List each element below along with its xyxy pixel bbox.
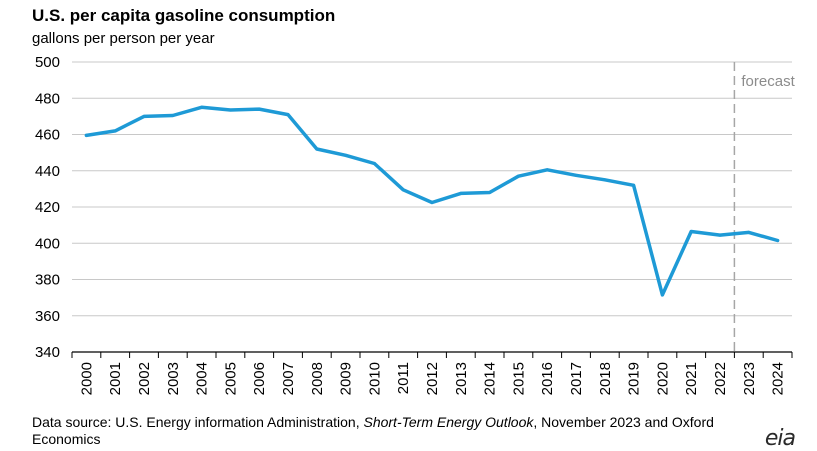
data-point	[632, 183, 636, 187]
y-tick-label: 360	[35, 308, 60, 325]
x-tick-label: 2014	[482, 362, 499, 395]
data-point	[430, 200, 434, 204]
data-point	[718, 233, 722, 237]
data-point	[574, 173, 578, 177]
x-tick-label: 2005	[222, 362, 239, 395]
x-tick-label: 2000	[78, 362, 95, 395]
data-point	[401, 188, 405, 192]
x-tick-label: 2006	[251, 362, 268, 395]
eia-logo: eia	[764, 426, 796, 451]
chart-subtitle: gallons per person per year	[32, 30, 215, 47]
chart-title: U.S. per capita gasoline consumption	[32, 6, 336, 25]
data-point	[689, 229, 693, 233]
data-source-note: Data source: U.S. Energy information Adm…	[32, 414, 752, 448]
x-tick-label: 2022	[712, 362, 729, 395]
y-tick-label: 480	[35, 90, 60, 107]
source-prefix: Data source: U.S. Energy information Adm…	[32, 414, 364, 430]
x-tick-label: 2010	[366, 362, 383, 395]
x-tick-label: 2001	[107, 362, 124, 395]
data-point	[142, 114, 146, 118]
data-point	[747, 230, 751, 234]
x-tick-label: 2021	[683, 362, 700, 395]
data-point	[488, 191, 492, 194]
data-point	[113, 129, 117, 133]
x-tick-label: 2024	[770, 362, 787, 395]
data-point	[286, 113, 290, 117]
data-point	[257, 107, 261, 111]
x-tick-label: 2011	[395, 362, 412, 394]
x-tick-label: 2007	[280, 362, 297, 395]
y-tick-label: 420	[35, 199, 60, 216]
data-point	[603, 178, 607, 182]
x-tick-label: 2018	[597, 362, 614, 395]
data-point	[344, 153, 348, 157]
x-tick-label: 2017	[568, 362, 585, 395]
y-tick-label: 400	[35, 235, 60, 252]
y-tick-label: 340	[35, 344, 60, 361]
y-tick-label: 380	[35, 272, 60, 289]
source-publication: Short-Term Energy Outlook	[363, 414, 534, 430]
x-tick-label: 2016	[539, 362, 556, 395]
data-point	[372, 162, 376, 165]
x-tick-label: 2002	[136, 362, 153, 395]
source-suffix: , November 2023 and Oxford Economics	[32, 414, 714, 447]
x-tick-label: 2009	[338, 362, 355, 395]
x-tick-label: 2013	[453, 362, 470, 395]
x-tick-label: 2019	[626, 362, 643, 395]
data-point	[228, 108, 232, 112]
x-tick-label: 2003	[165, 362, 182, 395]
x-tick-label: 2023	[741, 362, 758, 395]
data-point	[315, 147, 319, 151]
x-tick-label: 2012	[424, 362, 441, 395]
y-tick-label: 460	[35, 127, 60, 144]
line-chart: 340 360 380 400 420 440 460 480 500 2000 2001 2002…	[35, 54, 796, 395]
forecast-label: forecast	[741, 73, 795, 90]
x-tick-label: 2008	[309, 362, 326, 395]
data-point	[200, 105, 204, 109]
data-point	[776, 239, 780, 243]
data-point	[171, 113, 175, 117]
x-tick-label: 2020	[654, 362, 671, 395]
x-tick-label: 2004	[194, 362, 211, 395]
y-tick-label: 440	[35, 163, 60, 180]
data-point	[459, 191, 463, 195]
x-tick-label: 2015	[510, 362, 527, 395]
data-point	[84, 133, 88, 137]
data-point	[516, 174, 520, 178]
data-point	[660, 293, 664, 297]
y-tick-label: 500	[35, 54, 60, 71]
data-point	[545, 168, 549, 172]
